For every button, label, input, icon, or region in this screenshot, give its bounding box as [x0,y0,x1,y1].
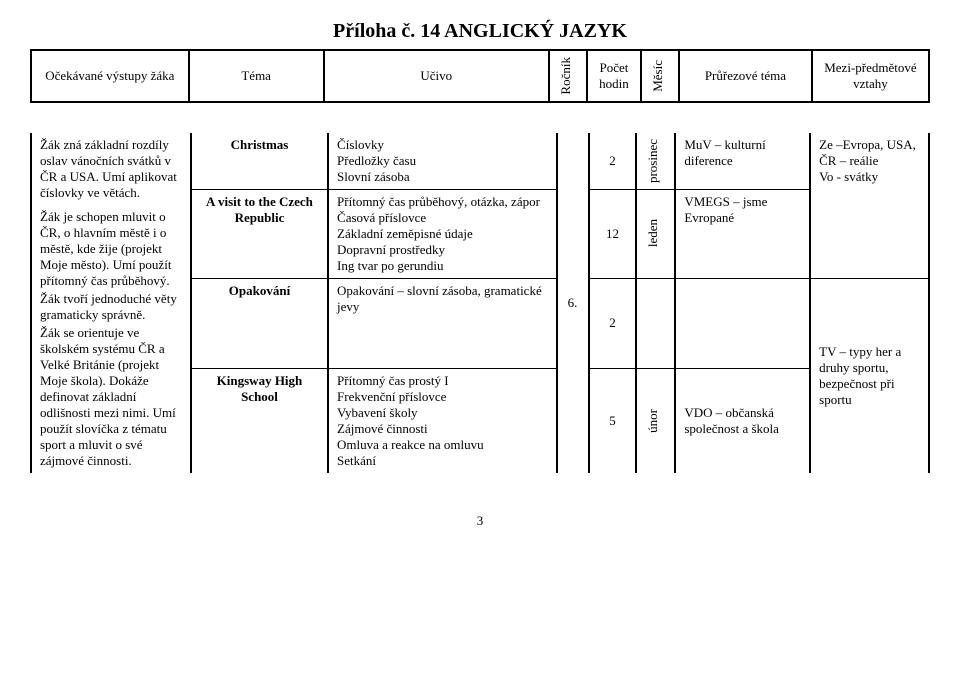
pt-cell: VMEGS – jsme Evropané [675,189,810,278]
mp-cell-top: Ze –Evropa, USA, ČR – reálie Vo - svátky [810,133,929,279]
mp-cell-bottom: TV – typy her a druhy sportu, bezpečnost… [810,278,929,473]
page-number: 3 [30,513,930,529]
out-text: Žák se orientuje ve školském systému ČR … [40,325,182,469]
mesic-cell [636,278,675,368]
rocnik-cell: 6. [557,133,589,473]
ucivo-cell: Číslovky Předložky času Slovní zásoba [328,133,556,190]
page-title: Příloha č. 14 ANGLICKÝ JAZYK [30,20,930,43]
tema-cell: A visit to the Czech Republic [191,189,328,278]
hodin-cell: 2 [589,278,637,368]
ucivo-cell: Přítomný čas prostý I Frekvenční příslov… [328,368,556,473]
out-text: Žák tvoří jednoduché věty gramaticky spr… [40,291,182,323]
head-hodin: Počet hodin [587,50,641,102]
head-mesic: Měsíc [641,50,679,102]
ucivo-cell: Přítomný čas průběhový, otázka, zápor Ča… [328,189,556,278]
tema-cell: Christmas [191,133,328,190]
title-main: ANGLICKÝ JAZYK [444,20,627,42]
mesic-cell: leden [636,189,675,278]
body-table: Žák zná základní rozdíly oslav vánočních… [30,133,930,473]
hodin-cell: 2 [589,133,637,190]
title-prefix: Příloha č. 14 [333,20,444,42]
pt-cell: VDO – občanská společnost a škola [675,368,810,473]
mesic-cell: únor [636,368,675,473]
header-table: Očekávané výstupy žáka Téma Učivo Ročník… [30,49,930,103]
outputs-cell: Žák zná základní rozdíly oslav vánočních… [31,133,191,473]
head-tema: Téma [189,50,324,102]
pt-cell: MuV – kulturní diference [675,133,810,190]
pt-cell [675,278,810,368]
head-pt: Průřezové téma [679,50,812,102]
mesic-cell: prosinec [636,133,675,190]
head-mp: Mezi-předmětové vztahy [812,50,929,102]
out-text: Žák zná základní rozdíly oslav vánočních… [40,137,182,201]
hodin-cell: 12 [589,189,637,278]
hodin-cell: 5 [589,368,637,473]
head-outputs: Očekávané výstupy žáka [31,50,189,102]
out-text: Žák je schopen mluvit o ČR, o hlavním mě… [40,209,182,289]
head-rocnik: Ročník [549,50,587,102]
tema-cell: Opakování [191,278,328,368]
head-ucivo: Učivo [324,50,549,102]
ucivo-cell: Opakování – slovní zásoba, gramatické je… [328,278,556,368]
tema-cell: Kingsway High School [191,368,328,473]
